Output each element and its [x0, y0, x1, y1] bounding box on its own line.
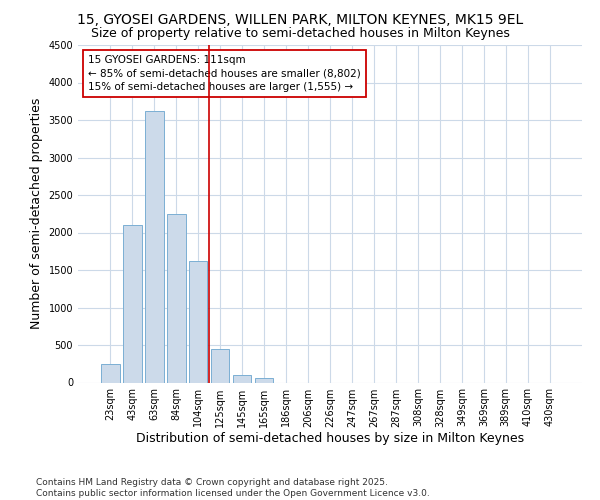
- Bar: [123, 225, 142, 382]
- Bar: [167, 214, 185, 382]
- Text: 15 GYOSEI GARDENS: 111sqm
← 85% of semi-detached houses are smaller (8,802)
15% : 15 GYOSEI GARDENS: 111sqm ← 85% of semi-…: [88, 55, 361, 92]
- Bar: [233, 375, 251, 382]
- Bar: [189, 260, 208, 382]
- Bar: [211, 349, 229, 382]
- Bar: [101, 364, 119, 382]
- X-axis label: Distribution of semi-detached houses by size in Milton Keynes: Distribution of semi-detached houses by …: [136, 432, 524, 446]
- Bar: [255, 378, 274, 382]
- Text: 15, GYOSEI GARDENS, WILLEN PARK, MILTON KEYNES, MK15 9EL: 15, GYOSEI GARDENS, WILLEN PARK, MILTON …: [77, 12, 523, 26]
- Bar: [145, 111, 164, 382]
- Text: Size of property relative to semi-detached houses in Milton Keynes: Size of property relative to semi-detach…: [91, 28, 509, 40]
- Text: Contains HM Land Registry data © Crown copyright and database right 2025.
Contai: Contains HM Land Registry data © Crown c…: [36, 478, 430, 498]
- Y-axis label: Number of semi-detached properties: Number of semi-detached properties: [30, 98, 43, 330]
